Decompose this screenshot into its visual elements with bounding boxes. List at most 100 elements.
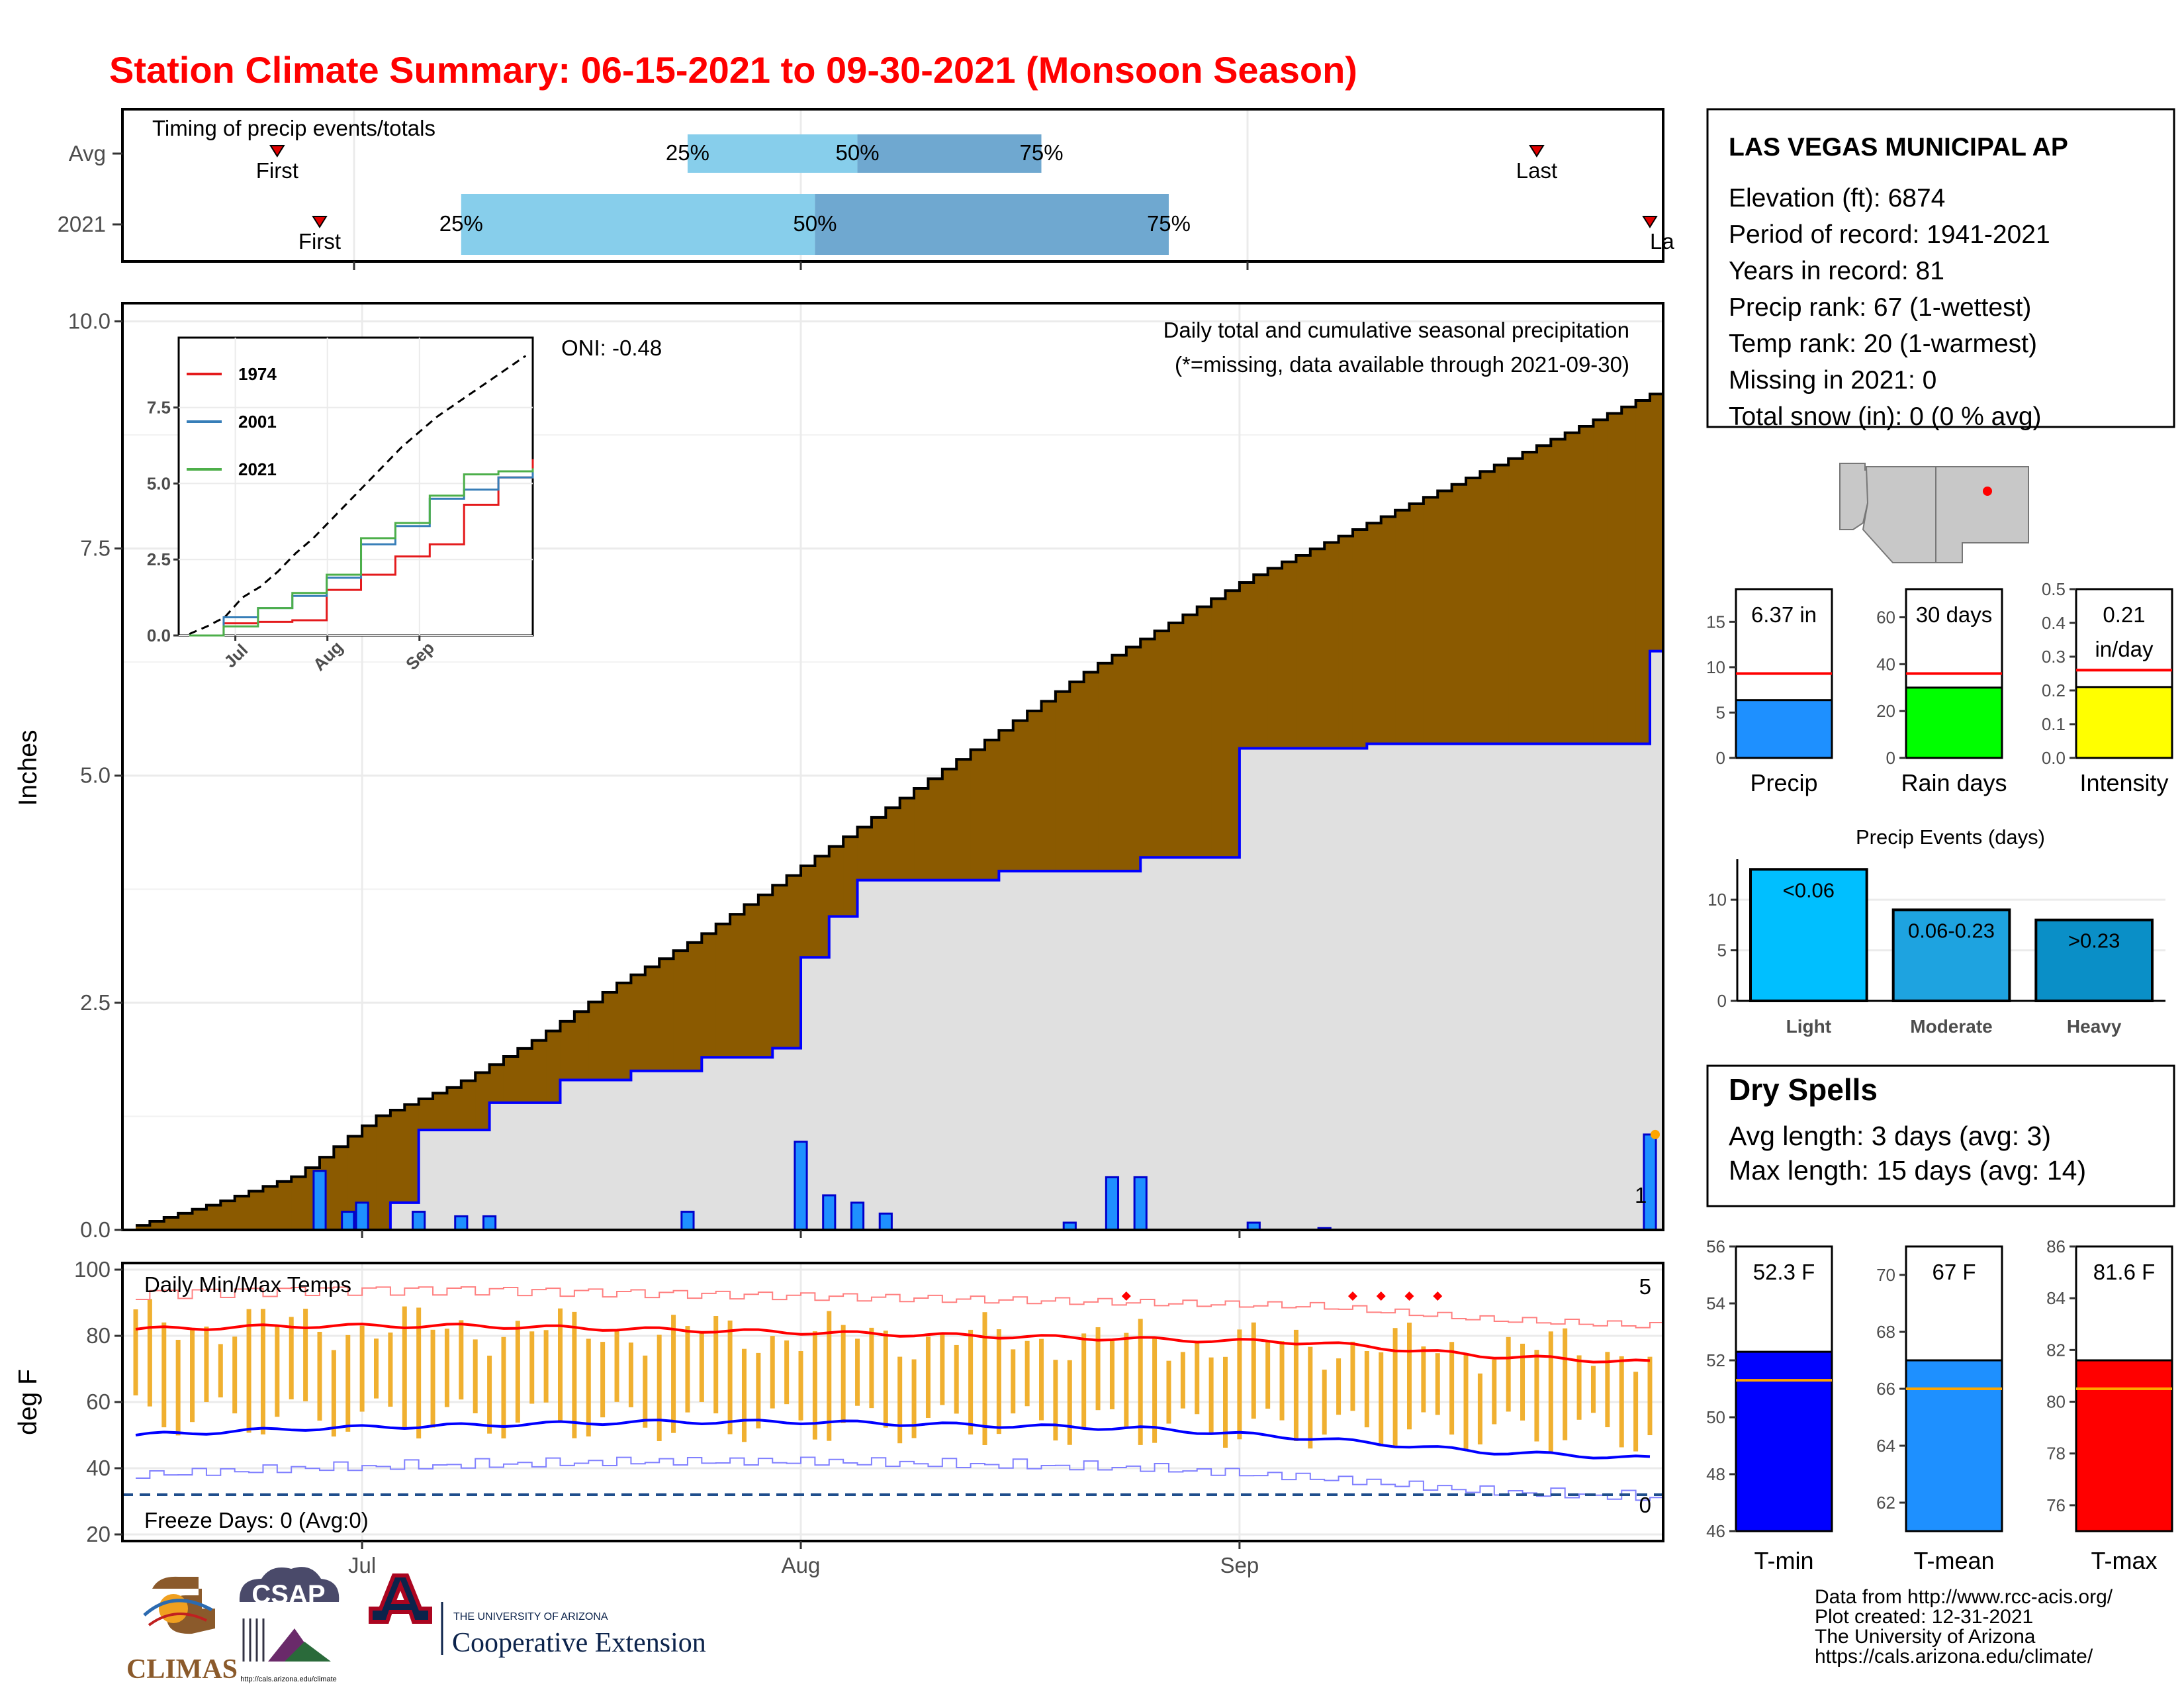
daily-temp-bar <box>374 1338 379 1399</box>
inset-series-line <box>189 468 534 637</box>
deficit-area-step <box>1451 484 1467 744</box>
deficit-area-step <box>843 837 858 917</box>
deficit-area-step <box>1324 542 1340 749</box>
university-arizona-logo: THE UNIVERSITY OF ARIZONA Cooperative Ex… <box>369 1573 706 1658</box>
daily-temp-bar <box>1138 1319 1143 1445</box>
avg-min-temp-line <box>135 1419 1651 1460</box>
temp-summary-ytick-label: 54 <box>1706 1293 1725 1313</box>
daily-precip-bar <box>1133 1176 1148 1231</box>
precip-ytick-label: 2.5 <box>80 990 111 1015</box>
daily-temp-bar <box>1421 1346 1426 1413</box>
deficit-area-step <box>1395 510 1410 744</box>
locator-map <box>1839 460 2030 563</box>
daily-temp-bar <box>699 1332 704 1403</box>
daily-temp-bar <box>529 1331 535 1404</box>
summary-bar-ytick-label: 0 <box>1886 748 1895 768</box>
temp-summary-ytick-label: 56 <box>1706 1237 1725 1256</box>
precip-ylabel: Inches <box>14 730 42 806</box>
deficit-area-step <box>914 788 929 880</box>
deficit-area-step <box>1310 549 1325 749</box>
daily-temp-bar <box>968 1329 974 1435</box>
deficit-area-step <box>192 1209 207 1230</box>
inset-ytick-label: 0.0 <box>147 626 171 645</box>
summary-bar-value-unit: in/day <box>2095 637 2154 661</box>
summary-bar-ytick-label: 0.2 <box>2042 680 2066 700</box>
timing-quartile-label: 75% <box>1019 140 1063 165</box>
daily-temp-bar <box>345 1335 351 1432</box>
daily-precip-bar <box>312 1170 327 1231</box>
temp-summary-fill <box>1905 1359 2003 1532</box>
deficit-area-step <box>1480 471 1495 744</box>
precip-caption: Daily total and cumulative seasonal prec… <box>1163 318 1629 342</box>
summary-bar-ytick-label: 0 <box>1716 748 1725 768</box>
daily-temp-bar <box>727 1320 733 1434</box>
ua-small-text: THE UNIVERSITY OF ARIZONA <box>453 1611 608 1622</box>
daily-temp-bar <box>1406 1323 1412 1430</box>
daily-temp-bar <box>1081 1333 1087 1429</box>
daily-temp-bar <box>1322 1370 1327 1435</box>
deficit-area-step <box>1635 400 1651 744</box>
end-data-marker <box>1651 1129 1660 1139</box>
daily-temp-bar <box>1449 1342 1455 1435</box>
avg-max-temp-line <box>135 1323 1651 1364</box>
daily-temp-bar <box>1463 1354 1469 1450</box>
temp-summary-label: T-max <box>2091 1547 2157 1574</box>
daily-temp-bar <box>1392 1328 1398 1448</box>
deficit-area-step <box>1409 503 1424 744</box>
deficit-area-step <box>376 1115 391 1230</box>
summary-bars: 6.37 in 0 5 10 15 Precip 30 days 0 20 40 60 Rain da… <box>1706 579 2173 796</box>
deficit-area-step <box>503 1056 518 1103</box>
timing-quartile-label: 25% <box>666 140 709 165</box>
temp-summary-ytick-label: 52 <box>1706 1350 1725 1370</box>
daily-precip-bar <box>878 1212 893 1231</box>
daily-temp-bar <box>1279 1341 1285 1421</box>
deficit-area-step <box>801 865 815 958</box>
deficit-area-step <box>1650 394 1664 651</box>
daily-temp-bar <box>812 1331 817 1440</box>
daily-temp-bar <box>388 1333 393 1407</box>
daily-precip-bar <box>822 1194 837 1231</box>
deficit-area-step <box>956 759 972 880</box>
daily-temp-bar <box>402 1306 407 1428</box>
deficit-area-step <box>1296 555 1311 749</box>
daily-temp-bar <box>317 1331 322 1421</box>
precip-ytick-label: 0.0 <box>80 1217 111 1242</box>
timing-q50-q75-bar <box>815 194 1169 255</box>
deficit-area-step <box>277 1181 292 1230</box>
daily-temp-bar <box>515 1321 520 1423</box>
events-bar <box>2034 918 2154 1002</box>
deficit-area-step <box>263 1186 278 1230</box>
daily-temp-bar <box>175 1339 181 1436</box>
daily-temp-bar <box>855 1338 860 1406</box>
daily-temp-bar <box>1548 1331 1553 1452</box>
daily-temp-bar <box>473 1339 478 1414</box>
daily-temp-bar <box>643 1355 648 1428</box>
deficit-area-step <box>772 885 788 1049</box>
daily-temp-bar <box>289 1317 294 1399</box>
deficit-area-step <box>687 942 702 1071</box>
deficit-area-step <box>1168 622 1183 858</box>
end-marker-label: 1 <box>1635 1183 1647 1207</box>
daily-precip-bar <box>850 1201 865 1231</box>
temps-title: Daily Min/Max Temps <box>144 1272 351 1297</box>
temp-summary-ytick-label: 48 <box>1706 1464 1725 1484</box>
daily-temp-bar <box>869 1327 874 1409</box>
freeze-count: 0 <box>1639 1493 1651 1517</box>
daily-temp-bar <box>1605 1352 1610 1428</box>
deficit-area-step <box>461 1080 476 1131</box>
deficit-area-step <box>1112 655 1127 871</box>
cumulative-2021-area <box>136 651 1664 1230</box>
daily-temp-bar <box>798 1351 803 1421</box>
temp-summary-ytick-label: 64 <box>1876 1436 1895 1456</box>
daily-temp-bar <box>1379 1352 1384 1446</box>
daily-temp-bar <box>1563 1328 1568 1440</box>
daily-temp-bar <box>1534 1350 1539 1442</box>
daily-temp-bar <box>1208 1357 1214 1435</box>
footer-line-2: Plot created: 12-31-2021 <box>1815 1606 2033 1628</box>
deficit-area-step <box>163 1217 179 1230</box>
deficit-area-step <box>1098 663 1113 871</box>
daily-precip-bar <box>1643 1133 1657 1231</box>
station-period: Period of record: 1941-2021 <box>1729 220 2050 249</box>
deficit-area-step <box>588 1002 604 1080</box>
